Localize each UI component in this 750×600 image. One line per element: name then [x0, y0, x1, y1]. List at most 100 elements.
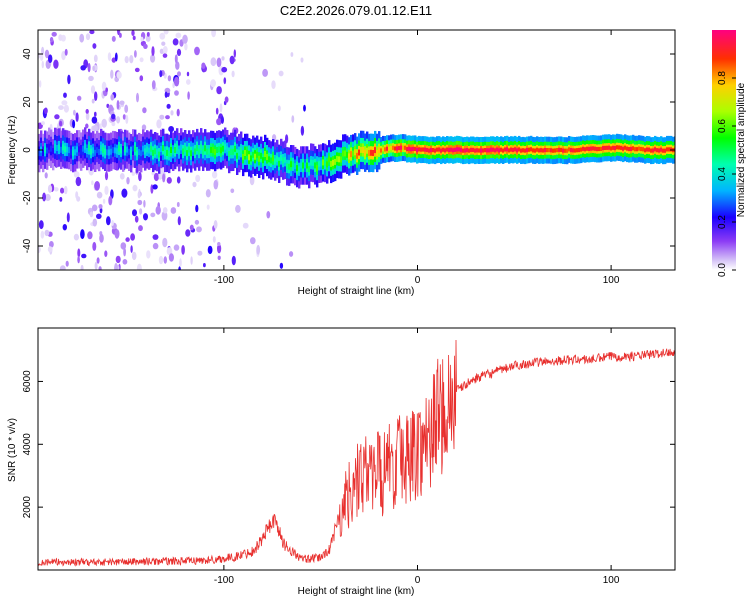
- spectrogram-x-tick-label: -100: [214, 275, 234, 286]
- spectrogram-noise-blob: [107, 52, 112, 61]
- spectrogram-ridge-cell: [464, 148, 467, 153]
- snr-series-line: [38, 339, 675, 567]
- spectrogram-noise-blob: [195, 174, 201, 183]
- spectrogram-y-tick-label: 0: [22, 147, 33, 153]
- spectrogram-x-tick-label: 0: [415, 275, 421, 286]
- spectrogram-noise-blob: [58, 105, 64, 110]
- spectrogram-ridge-cell: [592, 146, 595, 151]
- spectrogram-ridge-cell: [244, 150, 247, 156]
- spectrogram-ridge-cell: [236, 152, 239, 159]
- spectrogram-noise-blob: [101, 81, 107, 91]
- spectrogram-ridge-cell: [640, 146, 643, 152]
- spectrogram-noise-blob: [111, 121, 116, 127]
- spectrogram-ridge-cell: [588, 146, 591, 151]
- spectrogram-ridge-cell: [456, 147, 459, 152]
- spectrogram-noise-blob: [186, 71, 190, 77]
- spectrogram-noise-blob: [131, 251, 137, 261]
- spectrogram-ridge-cell: [134, 145, 137, 152]
- spectrogram-noise-blob: [213, 179, 219, 190]
- spectrogram-noise-blob: [80, 65, 86, 71]
- spectrogram-ridge: [38, 127, 675, 189]
- spectrogram-ridge-cell: [450, 147, 453, 152]
- spectrogram-ridge-cell: [474, 148, 477, 153]
- colorbar-tick-label: 0.0: [717, 263, 728, 277]
- spectrogram-noise-blob: [63, 185, 68, 195]
- spectrogram-ridge-cell: [122, 149, 125, 156]
- spectrogram-ridge-cell: [166, 149, 169, 156]
- spectrogram-noise-blob: [110, 69, 114, 79]
- spectrogram-ridge-cell: [62, 144, 65, 151]
- spectrogram-noise-blob: [168, 126, 175, 133]
- spectrogram-ridge-cell: [482, 148, 485, 153]
- spectrogram-noise-blob: [190, 256, 193, 265]
- spectrogram-noise-blob: [73, 233, 79, 241]
- spectrogram-noise-blob: [41, 46, 45, 56]
- spectrogram-noise-blob: [47, 246, 53, 253]
- spectrogram-noise-blob: [116, 116, 121, 124]
- spectrogram-ridge-cell: [522, 148, 525, 153]
- spectrogram-noise-blob: [166, 247, 173, 256]
- spectrogram-ridge-cell: [228, 151, 231, 157]
- spectrogram-noise-blob: [114, 52, 118, 62]
- spectrogram-noise-blob: [279, 262, 284, 269]
- spectrogram-noise-blob: [42, 192, 46, 202]
- spectrogram-ridge-cell: [394, 146, 397, 151]
- spectrogram-ridge-cell: [260, 152, 263, 159]
- spectrogram-noise-blob: [92, 241, 97, 251]
- spectrogram-noise-blob: [61, 100, 68, 106]
- spectrogram-noise-blob: [39, 53, 44, 61]
- spectrogram-ridge-cell: [612, 145, 615, 150]
- spectrogram-noise-blob: [185, 229, 191, 237]
- spectrogram-noise-blob: [138, 171, 142, 182]
- spectrogram-ridge-cell: [234, 145, 237, 152]
- spectrogram-noise-blob: [111, 113, 116, 120]
- spectrogram-ridge-cell: [660, 147, 663, 152]
- spectrogram-ridge-cell: [468, 148, 471, 153]
- spectrogram-y-tick-label: 40: [22, 48, 33, 60]
- spectrogram-noise-blob: [138, 225, 143, 232]
- spectrogram-noise-blob: [47, 184, 53, 193]
- spectrogram-ridge-cell: [536, 147, 539, 152]
- spectrogram-noise-blob: [65, 260, 69, 267]
- spectrogram-ridge-cell: [460, 147, 463, 153]
- spectrogram-noise-blob: [233, 49, 236, 58]
- spectrogram-ridge-cell: [578, 147, 581, 153]
- spectrogram-ridge-cell: [628, 147, 631, 152]
- spectrogram-ridge-cell: [454, 147, 457, 152]
- spectrogram-noise-blob: [94, 181, 100, 191]
- spectrogram-noise-blob: [176, 108, 180, 117]
- spectrogram-noise-blob: [132, 35, 136, 41]
- spectrogram-ridge-cell: [230, 148, 233, 155]
- spectrogram-noise-blob: [130, 233, 136, 241]
- spectrogram-noise-blob: [163, 30, 169, 35]
- spectrogram-noise-blob: [54, 187, 59, 192]
- spectrogram-ridge-cell: [216, 147, 219, 153]
- spectrogram-ridge-cell: [390, 145, 393, 151]
- spectrogram-ridge-cell: [172, 148, 175, 155]
- spectrogram-noise-blob: [221, 66, 228, 73]
- spectrogram-ridge-cell: [306, 162, 309, 169]
- spectrogram-noise-blob: [45, 193, 51, 202]
- spectrogram-ridge-cell: [254, 153, 257, 160]
- spectrogram-noise-blob: [205, 189, 211, 198]
- spectrogram-ridge-cell: [214, 149, 217, 155]
- spectrogram-ridge-cell: [598, 146, 601, 152]
- spectrogram-noise-blob: [110, 94, 115, 101]
- spectrogram-ridge-cell: [326, 161, 329, 168]
- spectrogram-noise-blob: [72, 119, 76, 129]
- spectrogram-ridge-cell: [246, 149, 249, 156]
- spectrogram-ridge-cell: [496, 147, 499, 152]
- spectrogram-ridge-cell: [46, 147, 49, 154]
- spectrogram-ridge-cell: [302, 162, 305, 169]
- spectrogram-ridge-cell: [94, 149, 97, 156]
- spectrogram-ridge-cell: [556, 148, 559, 153]
- spectrogram-ridge-cell: [500, 147, 503, 152]
- spectrogram-noise-blob: [210, 79, 217, 88]
- spectrogram-ridge-cell: [530, 147, 533, 152]
- spectrogram-noise-blob: [230, 188, 235, 194]
- spectrogram-ridge-cell: [264, 151, 267, 157]
- spectrogram-ridge-cell: [212, 147, 215, 154]
- spectrogram-noise-blob: [96, 257, 100, 264]
- spectrogram-noise-blob: [168, 253, 174, 262]
- spectrogram-ridge-cell: [226, 146, 229, 153]
